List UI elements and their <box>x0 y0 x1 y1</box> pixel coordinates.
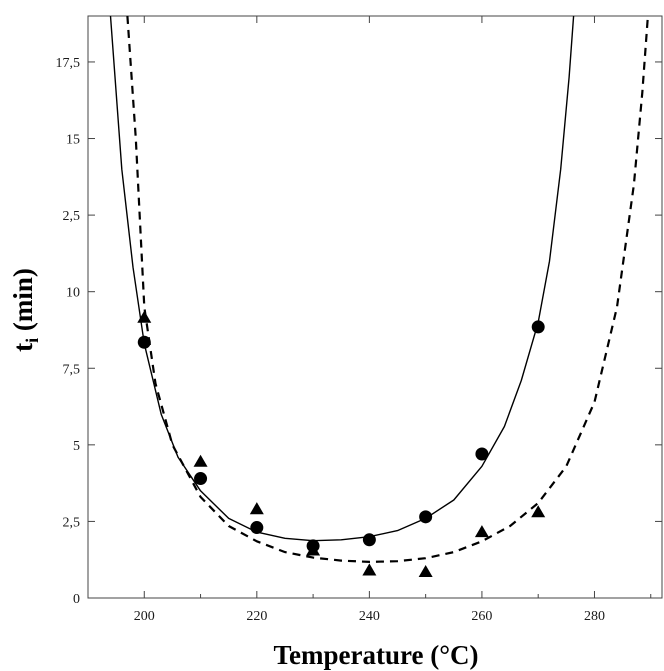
triangle-data-point <box>362 563 377 576</box>
solid-fit-curve <box>109 16 575 542</box>
circle-data-point <box>531 320 545 334</box>
x-axis-title: Temperature (°C) <box>273 640 478 670</box>
y-axis-title-subscript: i <box>22 338 42 343</box>
x-tick-label: 220 <box>246 609 267 624</box>
fit-curves <box>109 16 649 563</box>
x-tick-label: 280 <box>584 609 605 624</box>
circle-data-point <box>194 472 208 486</box>
circle-data-point <box>419 510 433 524</box>
circle-data-point <box>137 335 151 349</box>
x-tick-label: 260 <box>471 609 492 624</box>
y-axis-ticks: 0 2,5 5 7,5 10 2,5 15 17,5 <box>56 56 662 607</box>
x-axis-ticks: 200 220 240 260 280 <box>134 16 652 624</box>
y-tick-label: 7,5 <box>63 362 81 377</box>
y-tick-label: 17,5 <box>56 56 81 71</box>
y-axis-title-tail: (min) <box>8 268 38 338</box>
triangle-data-point <box>137 310 152 323</box>
y-tick-label: 5 <box>73 439 80 454</box>
data-markers <box>137 310 546 578</box>
triangle-data-point <box>193 454 208 467</box>
circle-data-point <box>475 447 489 461</box>
triangle-data-point <box>418 564 433 578</box>
dashed-fit-curve <box>126 16 649 563</box>
y-tick-label: 2,5 <box>63 209 81 224</box>
y-tick-label: 0 <box>73 592 80 607</box>
triangle-data-point <box>474 525 489 538</box>
x-tick-label: 240 <box>359 609 380 624</box>
triangle-data-point <box>249 502 264 515</box>
y-tick-label: 2,5 <box>63 515 81 530</box>
y-tick-label: 15 <box>66 133 80 148</box>
y-tick-label: 10 <box>66 286 80 301</box>
y-axis-title: ti (min) <box>8 268 42 352</box>
plot-frame <box>87 15 663 599</box>
x-tick-label: 200 <box>134 609 155 624</box>
y-axis-title-main: t <box>8 343 38 352</box>
circle-data-point <box>250 521 264 535</box>
triangle-data-point <box>306 543 321 556</box>
circle-data-point <box>362 533 376 547</box>
triangle-data-point <box>531 505 546 518</box>
